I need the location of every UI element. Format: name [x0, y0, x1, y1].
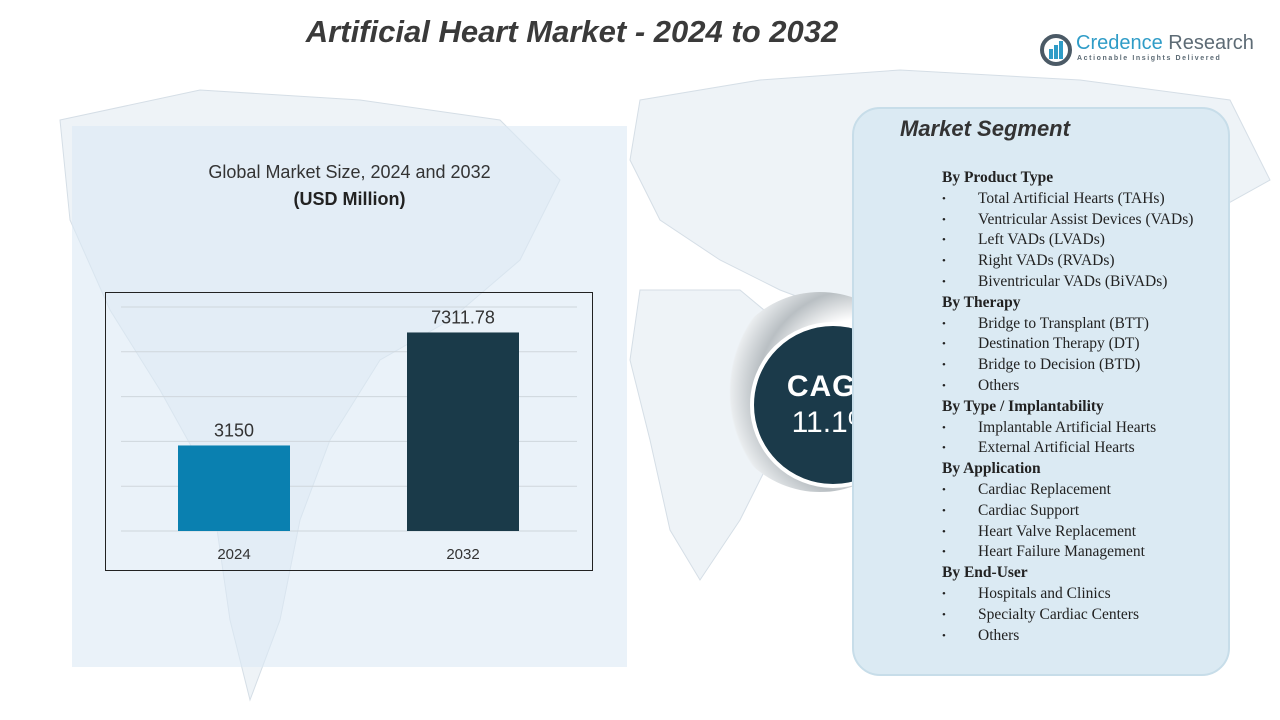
chart-frame: 3150 2024 7311.78 2032 [105, 292, 593, 571]
segment-heading: By Type / Implantability [942, 397, 1104, 415]
segment-heading: By Application [942, 460, 1041, 478]
segment-heading: By End-User [942, 564, 1028, 582]
segment-item: Destination Therapy (DT) [942, 334, 1193, 355]
segment-item: Total Artificial Hearts (TAHs) [942, 189, 1193, 210]
segment-item: Hospitals and Clinics [942, 584, 1193, 605]
bar-chart: 3150 2024 7311.78 2032 [121, 306, 577, 563]
segment-item: Right VADs (RVADs) [942, 251, 1193, 272]
segment-item: Heart Valve Replacement [942, 522, 1193, 543]
segment-title: Market Segment [900, 116, 1070, 141]
x-tick-label: 2032 [446, 546, 479, 563]
segment-item: Cardiac Replacement [942, 480, 1193, 501]
chart-unit: (USD Million) [293, 189, 406, 209]
segment-item: Bridge to Transplant (BTT) [942, 314, 1193, 335]
page-title: Artificial Heart Market - 2024 to 2032 [305, 14, 839, 49]
credence-research-logo: Credence Research Actionable Insights De… [1040, 32, 1255, 68]
segment-item: Cardiac Support [942, 501, 1193, 522]
segment-list: By Product Type Total Artificial Hearts (… [942, 168, 1193, 646]
segment-item: Specialty Cardiac Centers [942, 605, 1193, 626]
segment-item: External Artificial Hearts [942, 438, 1193, 459]
data-label: 7311.78 [431, 307, 495, 327]
logo-name-2: Research [1168, 32, 1254, 54]
segment-item: Left VADs (LVADs) [942, 230, 1193, 251]
segment-item: Implantable Artificial Hearts [942, 418, 1193, 439]
chart-title: Global Market Size, 2024 and 2032 [208, 162, 491, 182]
bar-2032 [407, 332, 519, 531]
segment-item: Bridge to Decision (BTD) [942, 355, 1193, 376]
segment-item: Biventricular VADs (BiVADs) [942, 272, 1193, 293]
segment-item: Others [942, 626, 1193, 647]
bar-2024 [178, 445, 290, 531]
segment-heading: By Therapy [942, 293, 1021, 311]
logo-name-1: Credence [1076, 32, 1163, 54]
segment-item: Ventricular Assist Devices (VADs) [942, 210, 1193, 231]
x-tick-label: 2024 [217, 546, 250, 563]
logo-tagline: Actionable Insights Delivered [1077, 55, 1222, 62]
logo-icon [1040, 34, 1072, 66]
segment-item: Others [942, 376, 1193, 397]
data-label: 3150 [214, 420, 254, 440]
segment-item: Heart Failure Management [942, 542, 1193, 563]
segment-heading: By Product Type [942, 169, 1054, 186]
